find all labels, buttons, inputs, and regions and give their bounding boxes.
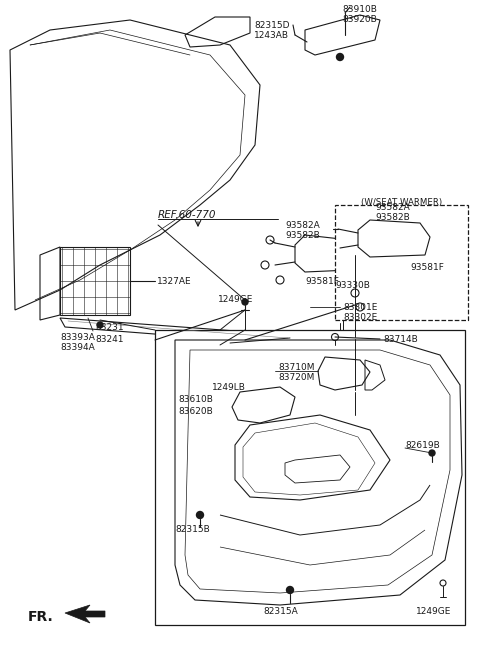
Text: 1243AB: 1243AB	[254, 31, 289, 39]
Text: (W/SEAT WARMER): (W/SEAT WARMER)	[361, 198, 443, 208]
Text: 93582B: 93582B	[375, 212, 410, 221]
Text: 82315B: 82315B	[175, 525, 210, 534]
Text: 93582A: 93582A	[285, 221, 320, 229]
Text: 83394A: 83394A	[60, 343, 95, 352]
Circle shape	[287, 586, 293, 593]
Text: 93330B: 93330B	[335, 280, 370, 290]
Circle shape	[242, 299, 248, 305]
Text: 83393A: 83393A	[60, 333, 95, 341]
Text: 1249LB: 1249LB	[212, 383, 246, 392]
Text: 83610B: 83610B	[178, 396, 213, 405]
Bar	[60, 247, 130, 315]
Circle shape	[97, 322, 103, 328]
Text: 93581F: 93581F	[305, 278, 339, 286]
Text: 1327AE: 1327AE	[157, 276, 192, 286]
Text: 83910B: 83910B	[342, 5, 377, 14]
Text: 83720M: 83720M	[278, 373, 314, 383]
Text: 93581F: 93581F	[410, 263, 444, 272]
Text: 83231: 83231	[95, 322, 124, 331]
Text: 83301E: 83301E	[343, 303, 377, 312]
Text: 83241: 83241	[95, 335, 123, 343]
Text: 93582B: 93582B	[285, 231, 320, 240]
Text: 1249GE: 1249GE	[416, 607, 451, 616]
Circle shape	[336, 54, 344, 60]
Circle shape	[429, 450, 435, 456]
Text: 82619B: 82619B	[405, 441, 440, 449]
Text: 83620B: 83620B	[178, 407, 213, 415]
Text: 93582A: 93582A	[375, 202, 410, 212]
Text: 83920B: 83920B	[342, 16, 377, 24]
Polygon shape	[65, 605, 105, 623]
Text: FR.: FR.	[28, 610, 54, 624]
Text: REF.60-770: REF.60-770	[158, 210, 216, 220]
FancyBboxPatch shape	[335, 205, 468, 320]
Text: 83302E: 83302E	[343, 314, 377, 322]
Text: 82315A: 82315A	[263, 607, 298, 616]
Text: 1249GE: 1249GE	[218, 295, 253, 305]
Text: 83714B: 83714B	[383, 335, 418, 343]
Text: 83710M: 83710M	[278, 362, 314, 371]
Text: 82315D: 82315D	[254, 20, 289, 29]
Circle shape	[196, 512, 204, 519]
Bar	[155, 330, 465, 625]
